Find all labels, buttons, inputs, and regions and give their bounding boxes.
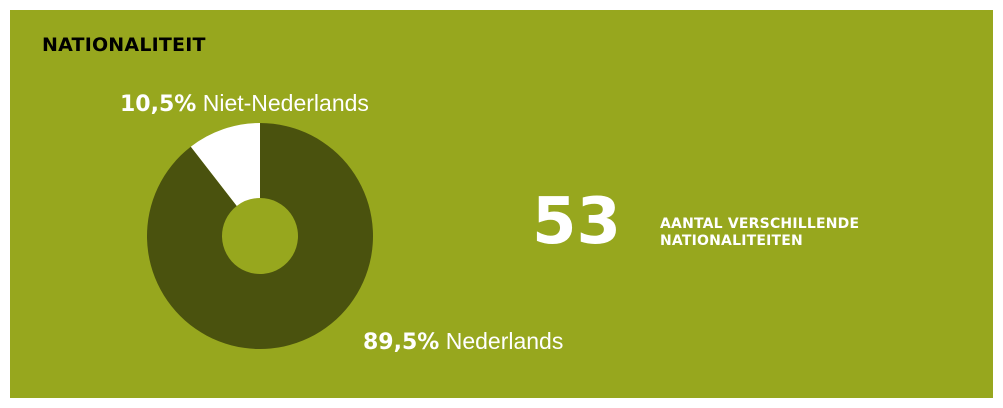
- nationality-count: 53: [532, 185, 622, 259]
- donut-slice-nederlands: [147, 123, 374, 349]
- slice-percent-nederlands: 89,5%: [363, 330, 440, 355]
- caption-line-1: AANTAL VERSCHILLENDE: [660, 216, 860, 232]
- slice-label-niet-nederlands: 10,5% Niet-Nederlands: [120, 90, 369, 117]
- slice-name-nederlands: Nederlands: [445, 328, 564, 354]
- slice-label-nederlands: 89,5% Nederlands: [363, 328, 563, 355]
- donut-slices: [147, 123, 374, 349]
- slice-name-niet-nederlands: Niet-Nederlands: [202, 90, 369, 116]
- slice-percent-niet-nederlands: 10,5%: [120, 92, 197, 117]
- donut-chart: [147, 123, 374, 349]
- nationality-panel: NATIONALITEIT 10,5% Niet-Nederlands 89,5…: [10, 10, 993, 398]
- caption-line-2: NATIONALITEITEN: [660, 233, 803, 249]
- panel-title: NATIONALITEIT: [42, 34, 206, 56]
- donut-slice-niet-nederlands: [190, 123, 260, 206]
- nationality-count-caption: AANTAL VERSCHILLENDE NATIONALITEITEN: [660, 216, 859, 250]
